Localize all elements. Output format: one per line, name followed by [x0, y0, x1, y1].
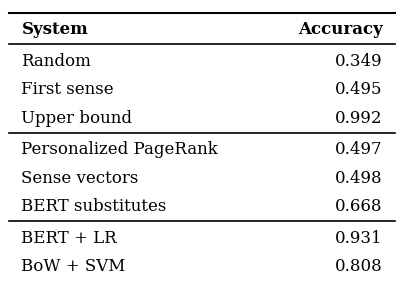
Text: Random: Random — [21, 53, 91, 70]
Text: Sense vectors: Sense vectors — [21, 170, 139, 187]
Text: BERT + LR: BERT + LR — [21, 230, 117, 247]
Text: 0.992: 0.992 — [335, 110, 383, 127]
Text: 0.495: 0.495 — [335, 81, 383, 98]
Text: BERT substitutes: BERT substitutes — [21, 198, 167, 215]
Text: System: System — [21, 21, 88, 38]
Text: 0.498: 0.498 — [335, 170, 383, 187]
Text: Accuracy: Accuracy — [298, 21, 383, 38]
Text: 0.808: 0.808 — [335, 258, 383, 275]
Text: 0.931: 0.931 — [335, 230, 383, 247]
Text: First sense: First sense — [21, 81, 114, 98]
Text: 0.497: 0.497 — [335, 141, 383, 158]
Text: BoW + SVM: BoW + SVM — [21, 258, 126, 275]
Text: Personalized PageRank: Personalized PageRank — [21, 141, 218, 158]
Text: 0.668: 0.668 — [335, 198, 383, 215]
Text: Upper bound: Upper bound — [21, 110, 133, 127]
Text: 0.349: 0.349 — [335, 53, 383, 70]
